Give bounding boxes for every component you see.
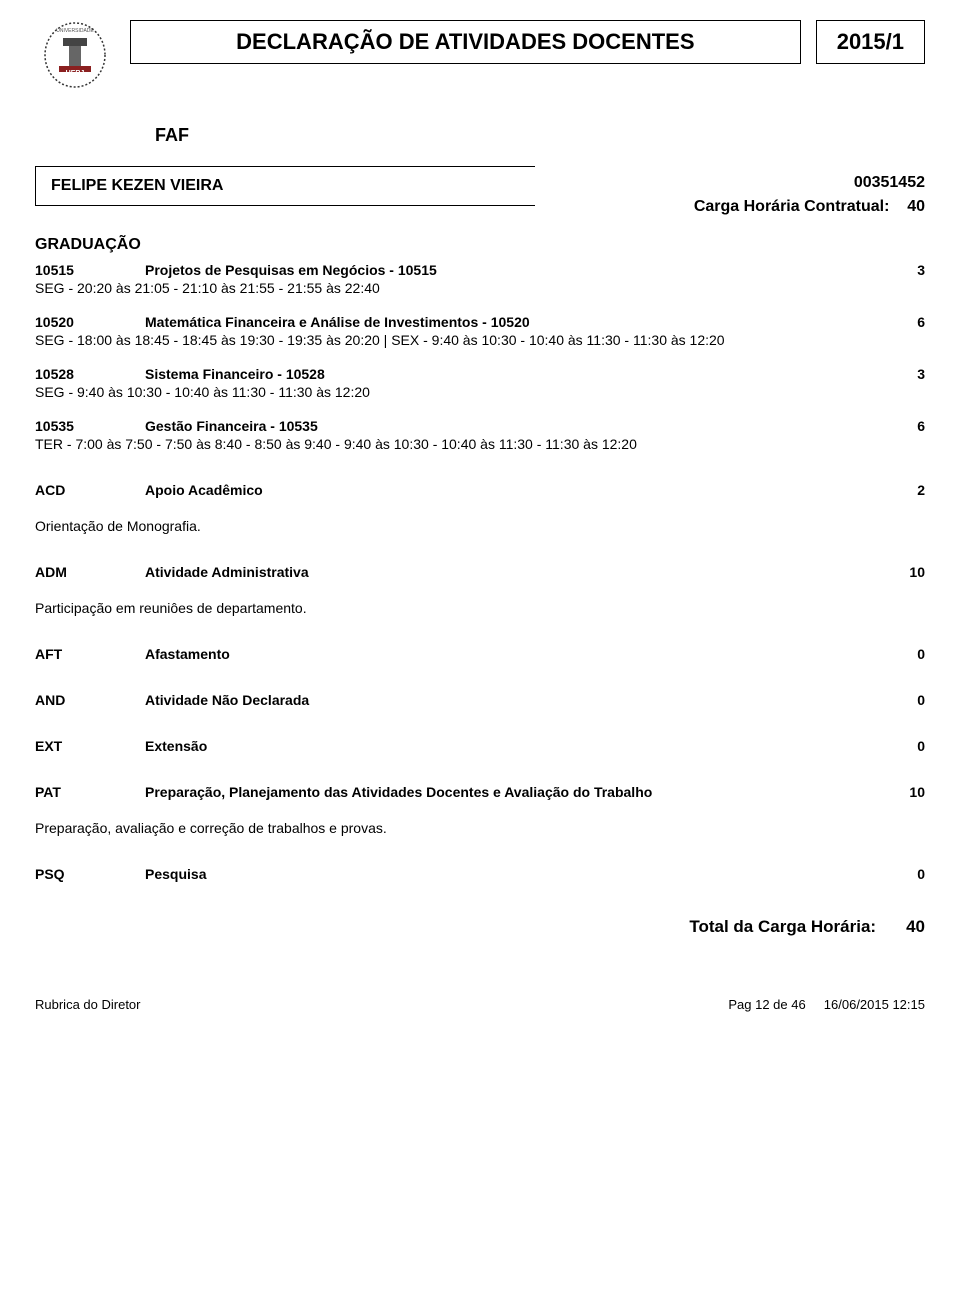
category-hours: 0	[895, 738, 925, 754]
category-hours: 0	[895, 646, 925, 662]
total-value: 40	[906, 917, 925, 937]
category-description: Preparação, avaliação e correção de trab…	[35, 820, 925, 836]
category-row: ANDAtividade Não Declarada0	[35, 692, 925, 708]
courses-container: 10515Projetos de Pesquisas em Negócios -…	[35, 262, 925, 452]
course-code: 10535	[35, 418, 145, 434]
course-time: TER - 7:00 às 7:50 - 7:50 às 8:40 - 8:50…	[35, 436, 925, 452]
category-code: ADM	[35, 564, 145, 580]
course-time: SEG - 18:00 às 18:45 - 18:45 às 19:30 - …	[35, 332, 925, 348]
course-time: SEG - 20:20 às 21:05 - 21:10 às 21:55 - …	[35, 280, 925, 296]
carga-row: Carga Horária Contratual: 40	[535, 198, 925, 216]
datetime: 16/06/2015 12:15	[824, 997, 925, 1012]
course-name: Matemática Financeira e Análise de Inves…	[145, 314, 895, 330]
course-code: 10520	[35, 314, 145, 330]
header-row: UERJ UNIVERSIDADE DECLARAÇÃO DE ATIVIDAD…	[35, 20, 925, 115]
course-block: 10520Matemática Financeira e Análise de …	[35, 314, 925, 348]
category-code: AFT	[35, 646, 145, 662]
category-code: EXT	[35, 738, 145, 754]
course-hours: 6	[895, 314, 925, 330]
teacher-name: FELIPE KEZEN VIEIRA	[35, 166, 535, 206]
course-hours: 3	[895, 366, 925, 382]
unit-label: FAF	[155, 125, 925, 146]
category-hours: 10	[895, 784, 925, 800]
teacher-row: FELIPE KEZEN VIEIRA 00351452 Carga Horár…	[35, 166, 925, 216]
rubrica-label: Rubrica do Diretor	[35, 997, 141, 1012]
category-name: Extensão	[145, 738, 895, 754]
category-hours: 0	[895, 692, 925, 708]
footer-right: Pag 12 de 46 16/06/2015 12:15	[728, 997, 925, 1012]
category-name: Atividade Não Declarada	[145, 692, 895, 708]
course-name: Projetos de Pesquisas em Negócios - 1051…	[145, 262, 895, 278]
footer: Rubrica do Diretor Pag 12 de 46 16/06/20…	[35, 997, 925, 1012]
category-hours: 10	[895, 564, 925, 580]
category-row: PSQPesquisa0	[35, 866, 925, 882]
svg-text:UNIVERSIDADE: UNIVERSIDADE	[56, 28, 94, 34]
category-name: Pesquisa	[145, 866, 895, 882]
page-info: Pag 12 de 46	[728, 997, 805, 1012]
course-row: 10515Projetos de Pesquisas em Negócios -…	[35, 262, 925, 278]
course-hours: 3	[895, 262, 925, 278]
teacher-info: 00351452 Carga Horária Contratual: 40	[535, 166, 925, 216]
uerj-logo: UERJ UNIVERSIDADE	[35, 20, 115, 115]
category-row: AFTAfastamento0	[35, 646, 925, 662]
svg-text:UERJ: UERJ	[66, 70, 85, 77]
category-name: Atividade Administrativa	[145, 564, 895, 580]
category-row: EXTExtensão0	[35, 738, 925, 754]
category-code: PSQ	[35, 866, 145, 882]
categories-container: ACDApoio Acadêmico2 Orientação de Monogra…	[35, 482, 925, 882]
category-row: ACDApoio Acadêmico2	[35, 482, 925, 498]
carga-value: 40	[907, 198, 925, 215]
course-row: 10528Sistema Financeiro - 105283	[35, 366, 925, 382]
course-code: 10515	[35, 262, 145, 278]
main-title: DECLARAÇÃO DE ATIVIDADES DOCENTES	[130, 20, 801, 64]
category-code: AND	[35, 692, 145, 708]
course-hours: 6	[895, 418, 925, 434]
course-block: 10528Sistema Financeiro - 105283 SEG - 9:…	[35, 366, 925, 400]
category-hours: 0	[895, 866, 925, 882]
course-block: 10515Projetos de Pesquisas em Negócios -…	[35, 262, 925, 296]
category-row: PATPreparação, Planejamento das Atividad…	[35, 784, 925, 800]
total-row: Total da Carga Horária: 40	[35, 917, 925, 937]
category-row: ADMAtividade Administrativa10	[35, 564, 925, 580]
course-code: 10528	[35, 366, 145, 382]
category-code: ACD	[35, 482, 145, 498]
category-hours: 2	[895, 482, 925, 498]
period-box: 2015/1	[816, 20, 925, 64]
category-description: Orientação de Monografia.	[35, 518, 925, 534]
category-description: Participação em reuniôes de departamento…	[35, 600, 925, 616]
category-name: Apoio Acadêmico	[145, 482, 895, 498]
course-row: 10520Matemática Financeira e Análise de …	[35, 314, 925, 330]
category-code: PAT	[35, 784, 145, 800]
course-row: 10535Gestão Financeira - 105356	[35, 418, 925, 434]
logo-svg: UERJ UNIVERSIDADE	[35, 20, 115, 115]
course-block: 10535Gestão Financeira - 105356 TER - 7:0…	[35, 418, 925, 452]
course-name: Sistema Financeiro - 10528	[145, 366, 895, 382]
course-name: Gestão Financeira - 10535	[145, 418, 895, 434]
category-name: Afastamento	[145, 646, 895, 662]
category-name: Preparação, Planejamento das Atividades …	[145, 784, 895, 800]
carga-label: Carga Horária Contratual:	[694, 198, 890, 215]
course-time: SEG - 9:40 às 10:30 - 10:40 às 11:30 - 1…	[35, 384, 925, 400]
teacher-id: 00351452	[535, 174, 925, 192]
total-label: Total da Carga Horária:	[689, 917, 876, 937]
graduation-header: GRADUAÇÃO	[35, 236, 925, 254]
